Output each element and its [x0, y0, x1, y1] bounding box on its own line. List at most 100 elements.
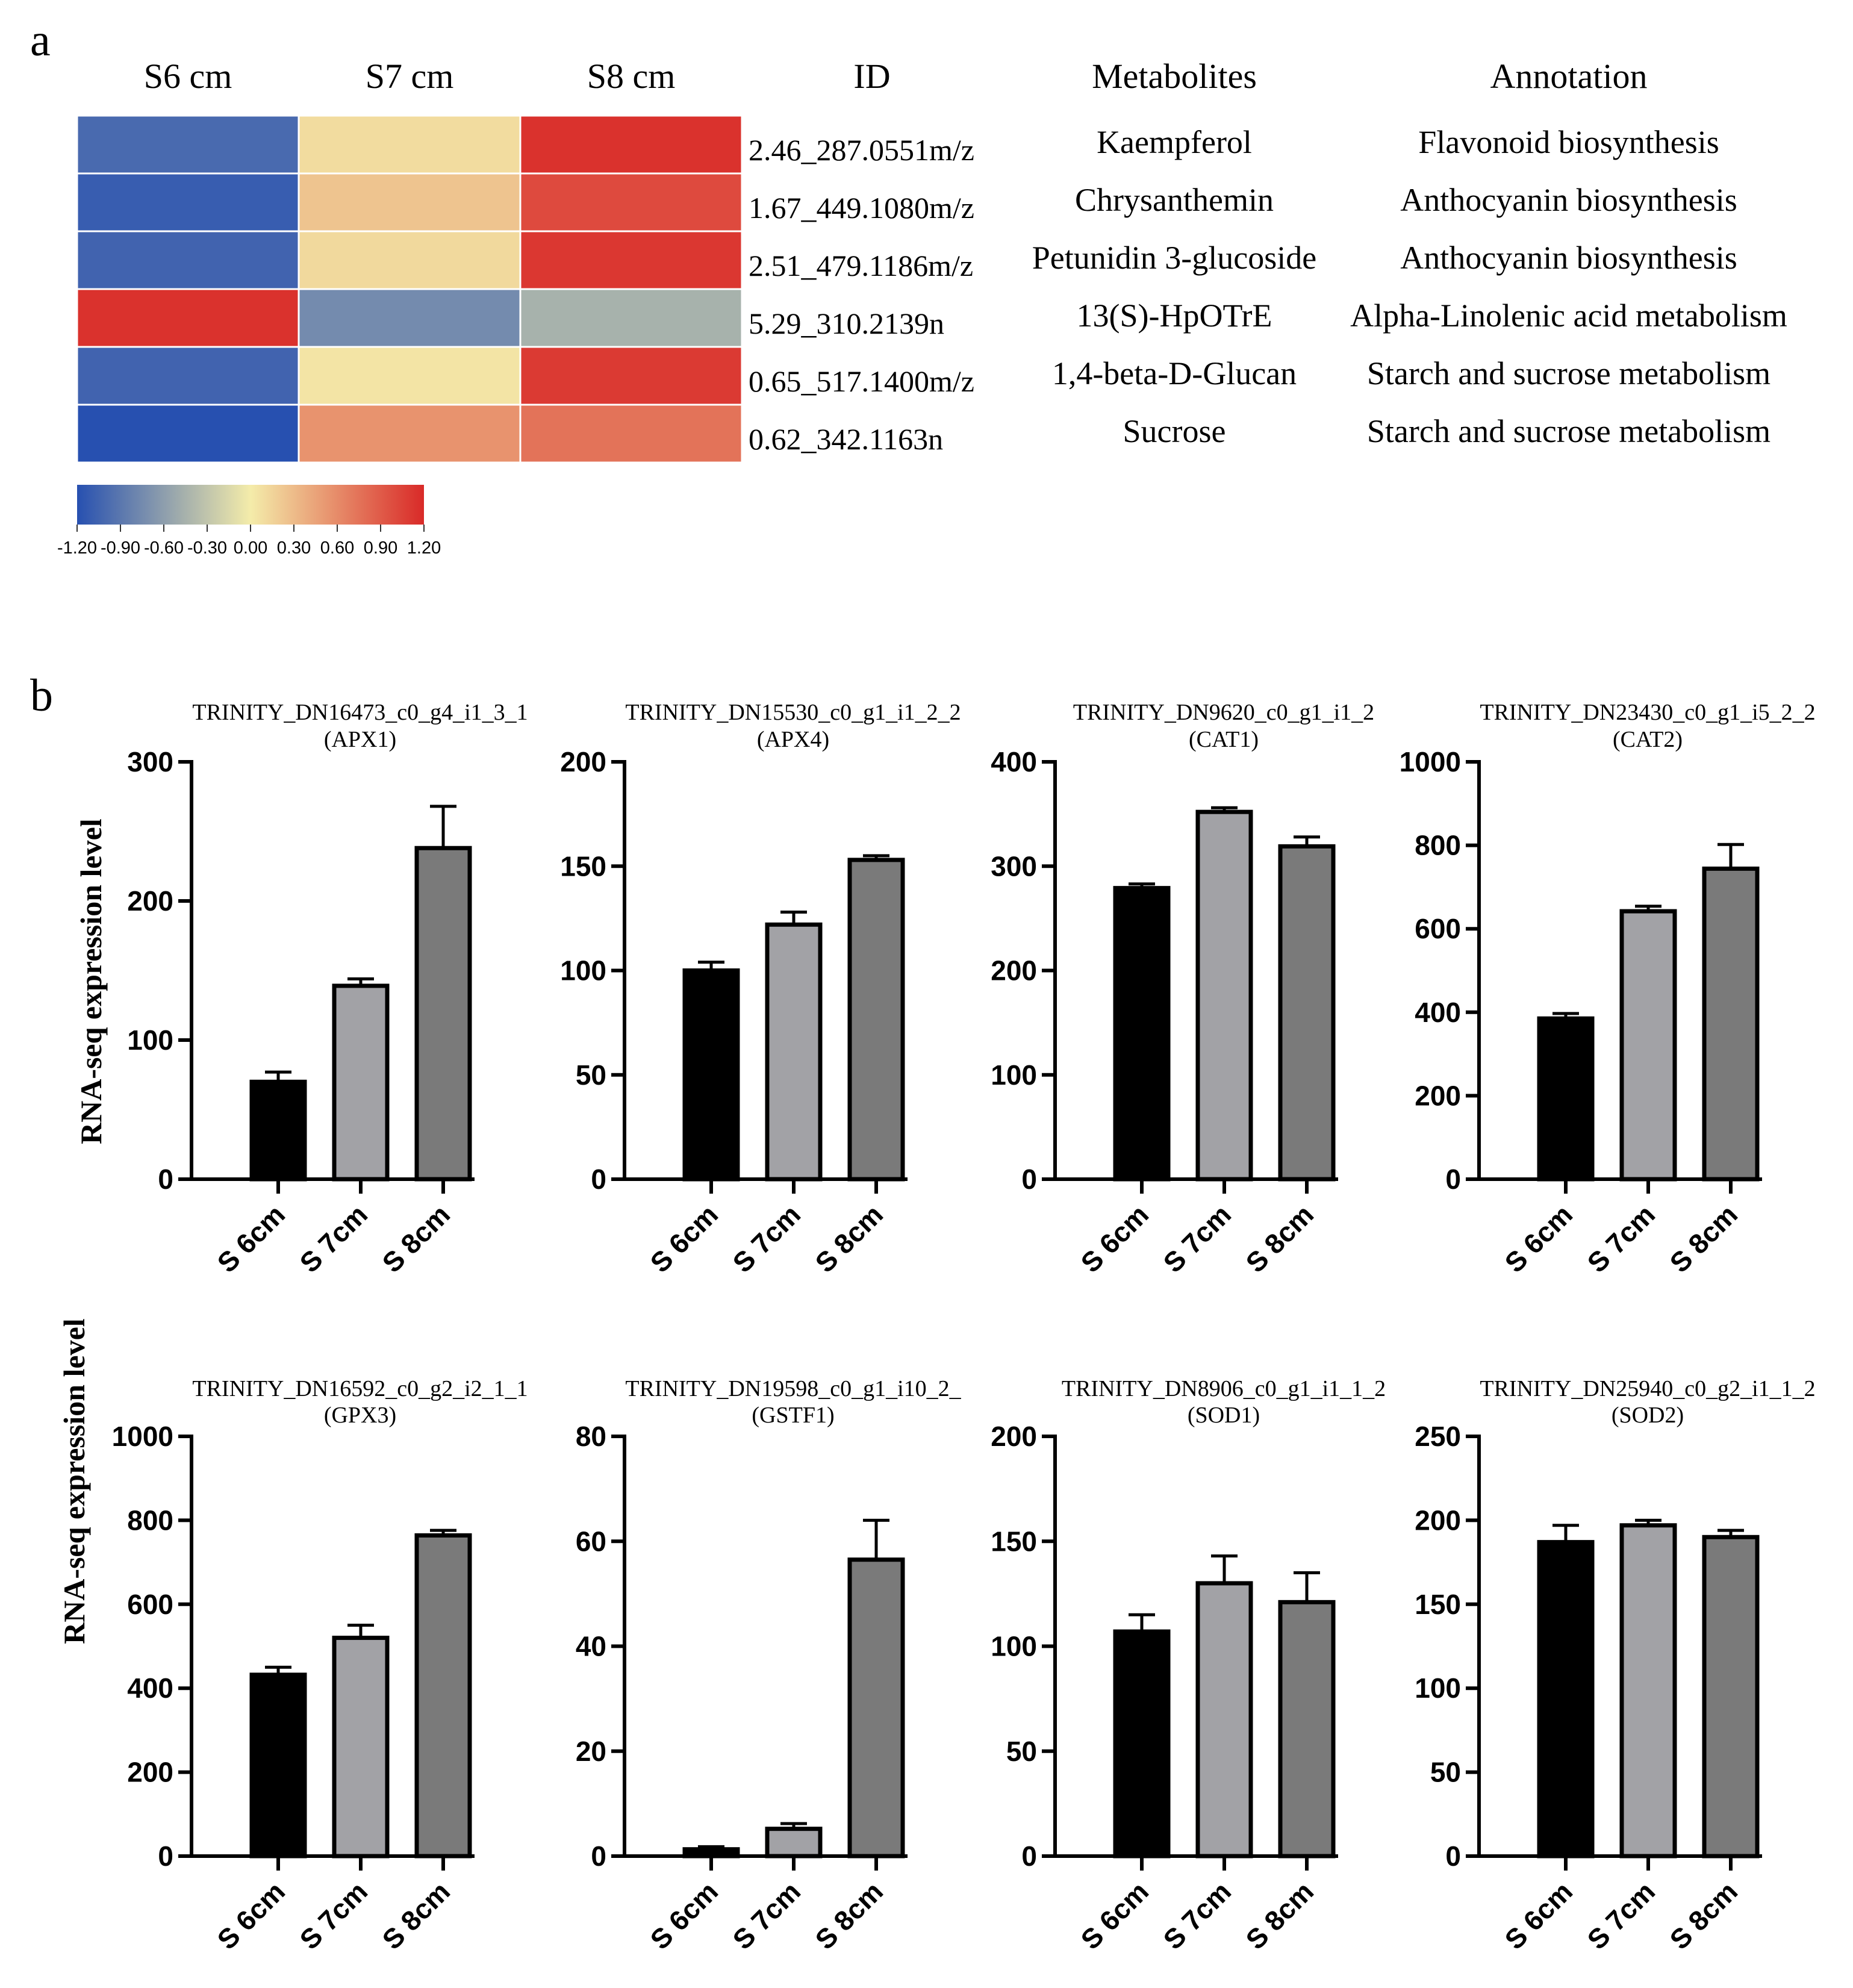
heatmap-cell — [76, 172, 300, 232]
y-tick-label: 800 — [127, 1504, 173, 1536]
bar-chart: TRINITY_DN16473_c0_g4_i1_3_1(APX1) 0 100 20… — [74, 700, 528, 1279]
y-tick-label: 0 — [158, 1840, 173, 1872]
y-tick-label: 100 — [1415, 1672, 1461, 1704]
colorbar-tick-label: -1.20 — [57, 538, 97, 558]
y-tick-label: 100 — [991, 1059, 1037, 1091]
row-annotation: Anthocyanin biosynthesis — [1400, 182, 1737, 218]
x-tick-label: S 7cm — [1157, 1875, 1237, 1955]
heatmap-cell — [76, 404, 300, 464]
chart-subtitle: (SOD2) — [1612, 1403, 1684, 1428]
bar — [682, 968, 740, 1182]
row-annotation: Flavonoid biosynthesis — [1418, 124, 1719, 160]
x-tick-label: S 7cm — [293, 1875, 373, 1955]
bar-chart: TRINITY_DN15530_c0_g1_i1_2_2(APX4) 0 50 100… — [560, 700, 961, 1279]
x-tick-label: S 7cm — [293, 1198, 373, 1279]
header-annotation: Annotation — [1490, 57, 1648, 96]
chart-title: TRINITY_DN23430_c0_g1_i5_2_2 — [1480, 700, 1815, 725]
heatmap-cell — [297, 230, 522, 290]
y-tick-label: 100 — [560, 955, 606, 986]
y-tick-label: 60 — [576, 1525, 606, 1557]
x-tick-label: S 6cm — [211, 1875, 291, 1955]
chart-subtitle: (APX4) — [757, 727, 829, 752]
chart-subtitle: (CAT2) — [1613, 727, 1683, 752]
row-id: 5.29_310.2139n — [749, 307, 944, 340]
colorbar-tick-label: 0.00 — [234, 538, 267, 558]
heatmap-cell — [297, 404, 522, 464]
chart-title: TRINITY_DN8906_c0_g1_i1_1_2 — [1062, 1376, 1386, 1401]
heatmap-cell — [519, 346, 743, 406]
bar — [847, 1557, 905, 1859]
heatmap: S6 cm S7 cm S8 cm ID Metabolites Annotation 2.… — [76, 57, 1787, 464]
heatmap-cell — [297, 288, 522, 348]
row-metabolite: Sucrose — [1123, 413, 1226, 449]
y-tick-label: 150 — [560, 850, 606, 882]
y-tick-label: 100 — [127, 1024, 173, 1056]
bar — [1702, 866, 1760, 1182]
colorbar-tick-label: -0.90 — [101, 538, 140, 558]
colorbar-tick-label: 1.20 — [407, 538, 441, 558]
y-tick-label: 800 — [1415, 830, 1461, 861]
colorbar-tick-label: -0.60 — [144, 538, 184, 558]
y-tick-label: 0 — [591, 1840, 606, 1872]
row-metabolite: Kaempferol — [1097, 124, 1252, 160]
bar — [1113, 886, 1171, 1182]
bar-chart: TRINITY_DN19598_c0_g1_i10_2_(GSTF1) 0 20 40… — [576, 1376, 962, 1955]
bar-charts: TRINITY_DN16473_c0_g4_i1_3_1(APX1) 0 100 20… — [57, 700, 1816, 1955]
chart-title: TRINITY_DN25940_c0_g2_i1_1_2 — [1480, 1376, 1815, 1401]
x-tick-label: S 6cm — [1498, 1198, 1578, 1279]
y-tick-label: 300 — [991, 850, 1037, 882]
chart-title: TRINITY_DN16473_c0_g4_i1_3_1 — [192, 700, 528, 725]
bar-chart: TRINITY_DN8906_c0_g1_i1_1_2(SOD1) 0 50 100 1… — [991, 1376, 1386, 1955]
colorbar-tick-label: -0.30 — [187, 538, 227, 558]
chart-subtitle: (GSTF1) — [752, 1403, 834, 1428]
y-tick-label: 1000 — [112, 1421, 173, 1452]
y-tick-label: 400 — [1415, 997, 1461, 1028]
row-annotation: Starch and sucrose metabolism — [1367, 355, 1770, 391]
x-tick-label: S 7cm — [1157, 1198, 1237, 1279]
row-annotation: Alpha-Linolenic acid metabolism — [1350, 298, 1787, 334]
chart-title: TRINITY_DN9620_c0_g1_i1_2 — [1073, 700, 1374, 725]
bar — [847, 858, 905, 1182]
x-tick-label: S 6cm — [211, 1198, 291, 1279]
y-tick-label: 200 — [127, 885, 173, 917]
panel-b-label: b — [30, 670, 53, 721]
chart-title: TRINITY_DN19598_c0_g1_i10_2_ — [625, 1376, 961, 1401]
y-tick-label: 600 — [1415, 913, 1461, 944]
y-tick-label: 0 — [1021, 1164, 1037, 1195]
heatmap-cell — [297, 172, 522, 232]
bar — [1278, 844, 1336, 1182]
colorbar: -1.20 -0.90 -0.60 -0.30 0.00 0.30 0.60 0.90 1.20 — [57, 485, 441, 558]
x-tick-label: S 6cm — [644, 1198, 724, 1279]
y-tick-label: 0 — [1445, 1840, 1461, 1872]
header-id: ID — [853, 57, 890, 96]
heatmap-cell — [297, 346, 522, 406]
heatmap-cell — [519, 404, 743, 464]
header-metabolites: Metabolites — [1092, 57, 1257, 96]
row-id: 0.62_342.1163n — [749, 422, 943, 456]
row-id: 2.46_287.0551m/z — [749, 133, 974, 167]
heatmap-cell — [76, 114, 300, 175]
row-id: 2.51_479.1186m/z — [749, 249, 973, 282]
bar — [1195, 1581, 1253, 1859]
x-tick-label: S 8cm — [1239, 1875, 1319, 1955]
y-tick-label: 150 — [1415, 1589, 1461, 1620]
row-annotation: Starch and sucrose metabolism — [1367, 413, 1770, 449]
bar — [765, 1827, 823, 1859]
bar — [1619, 1523, 1677, 1859]
bar — [332, 1636, 390, 1859]
heatmap-column-label: S7 cm — [366, 57, 454, 96]
bar — [332, 983, 390, 1182]
colorbar-bar — [77, 485, 424, 525]
y-tick-label: 50 — [1430, 1757, 1461, 1788]
bar — [1537, 1540, 1595, 1859]
y-tick-label: 200 — [560, 746, 606, 777]
y-tick-label: 200 — [991, 1421, 1037, 1452]
heatmap-cell — [519, 114, 743, 175]
y-axis-label: RNA-seq expression level — [74, 818, 108, 1144]
heatmap-cell — [76, 288, 300, 348]
bar-chart: TRINITY_DN9620_c0_g1_i1_2(CAT1) 0 100 200 30… — [991, 700, 1374, 1279]
bar-chart: TRINITY_DN25940_c0_g2_i1_1_2(SOD2) 0 50 100… — [1415, 1376, 1815, 1955]
bar — [249, 1672, 307, 1859]
row-metabolite: 1,4-beta-D-Glucan — [1052, 355, 1297, 391]
